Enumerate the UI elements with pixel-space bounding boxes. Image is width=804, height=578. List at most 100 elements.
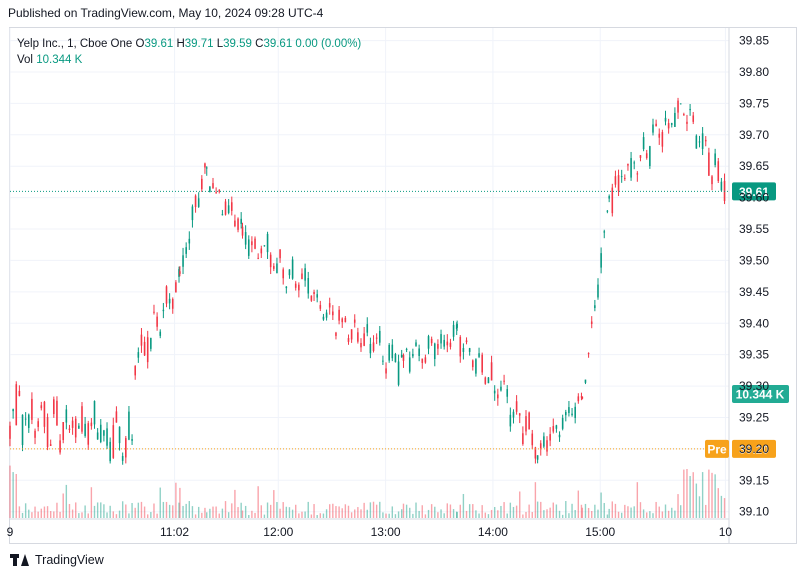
- volume-bar: [705, 504, 707, 518]
- volume-bar: [159, 487, 161, 518]
- candle-body: [440, 334, 442, 344]
- volume-bar: [121, 501, 124, 518]
- volume-bar: [143, 506, 146, 518]
- candle-body: [84, 423, 86, 436]
- volume-bar: [215, 506, 217, 518]
- candle-body: [497, 394, 499, 399]
- volume-bar: [503, 502, 505, 518]
- candle-body: [424, 357, 427, 363]
- candle-body: [717, 161, 720, 181]
- volume-bar: [698, 496, 701, 518]
- volume-bar: [347, 505, 350, 518]
- volume-bar: [385, 513, 387, 518]
- candle-body: [462, 348, 465, 352]
- candle-body: [328, 303, 331, 308]
- volume-bar: [708, 469, 710, 518]
- volume-row: Vol 10.344 K: [17, 52, 361, 68]
- volume-bar: [568, 513, 570, 518]
- y-tick-label: 39.20: [739, 442, 769, 456]
- candle-body: [400, 354, 403, 358]
- candle-body: [9, 425, 11, 439]
- volume-bar: [519, 491, 521, 518]
- volume-bar: [276, 502, 278, 518]
- volume-bar: [409, 507, 411, 518]
- volume-bar: [313, 504, 315, 518]
- candle-body: [347, 338, 350, 342]
- candle-body: [165, 286, 168, 304]
- candle-body: [639, 155, 642, 158]
- volume-bar: [46, 506, 49, 518]
- volume-bar: [633, 506, 635, 518]
- volume-bar: [427, 509, 430, 518]
- candle-body: [708, 152, 710, 176]
- time-axis[interactable]: 9 11:02 12:00 13:00 14:00 15:00 10: [7, 525, 733, 539]
- candle-body: [555, 425, 558, 429]
- candle-body: [350, 329, 353, 340]
- volume-bar: [266, 502, 269, 518]
- volume-bar: [642, 509, 645, 518]
- volume-bar: [536, 501, 539, 518]
- candle-body: [140, 334, 143, 346]
- candle-body: [90, 422, 93, 427]
- volume-bar: [218, 513, 220, 518]
- volume-bar: [87, 513, 89, 518]
- candle-body: [106, 428, 108, 446]
- volume-bar: [475, 510, 477, 518]
- x-tick-label: 13:00: [371, 525, 401, 539]
- volume-bar: [667, 510, 670, 518]
- candle-body: [62, 422, 65, 441]
- volume-bar: [701, 472, 704, 518]
- candle-body: [257, 257, 259, 259]
- candle-body: [224, 201, 227, 215]
- candle-body: [658, 133, 661, 138]
- volume-bar: [165, 501, 168, 518]
- symbol-name[interactable]: Yelp Inc., 1, Cboe One: [17, 38, 133, 50]
- candle-body: [304, 268, 306, 281]
- volume-bar: [100, 502, 102, 518]
- volume-bar: [487, 514, 490, 518]
- volume-bar: [134, 507, 136, 518]
- candle-body: [437, 343, 439, 349]
- candle-body: [204, 163, 206, 168]
- volume-bar: [655, 501, 657, 518]
- volume-value: 10.344 K: [36, 54, 83, 66]
- volume-bar: [59, 511, 61, 518]
- volume-bar: [197, 506, 200, 518]
- candle-body: [68, 428, 71, 430]
- volume-bar: [360, 509, 362, 518]
- candle-body: [515, 401, 518, 412]
- volume-bar: [434, 506, 436, 518]
- volume-bar: [717, 488, 719, 518]
- candle-body: [539, 443, 542, 449]
- candle-body: [509, 414, 512, 427]
- volume-bar: [543, 510, 545, 518]
- volume-bar: [128, 513, 130, 518]
- candle-body: [353, 319, 356, 323]
- candle-body: [294, 283, 297, 288]
- volume-bar: [565, 501, 567, 518]
- candle-body: [188, 238, 191, 244]
- candle-body: [341, 318, 344, 323]
- volume-bar: [240, 502, 242, 518]
- candle-body: [512, 411, 515, 418]
- y-tick-label: 39.25: [739, 410, 769, 424]
- candle-body: [620, 176, 623, 178]
- volume-bar: [412, 513, 414, 518]
- volume-bar: [452, 509, 455, 518]
- volume-bar: [96, 502, 99, 518]
- candle-body: [31, 398, 33, 420]
- x-tick-label: 14:00: [478, 525, 508, 539]
- candle-body: [175, 282, 177, 293]
- volume-bar: [630, 507, 632, 518]
- candle-body: [597, 284, 599, 298]
- x-tick-label: 10: [719, 525, 733, 539]
- volume-bars: [9, 465, 726, 518]
- volume-label: Vol: [17, 54, 33, 66]
- price-axis[interactable]: 39.85 39.80 39.75 39.70 39.65 39.60 39.55 39.50…: [739, 34, 769, 519]
- volume-bar: [153, 503, 155, 518]
- volume-bar: [106, 512, 108, 518]
- candle-body: [15, 384, 18, 426]
- candle-body: [298, 284, 300, 291]
- candle-body: [96, 432, 99, 440]
